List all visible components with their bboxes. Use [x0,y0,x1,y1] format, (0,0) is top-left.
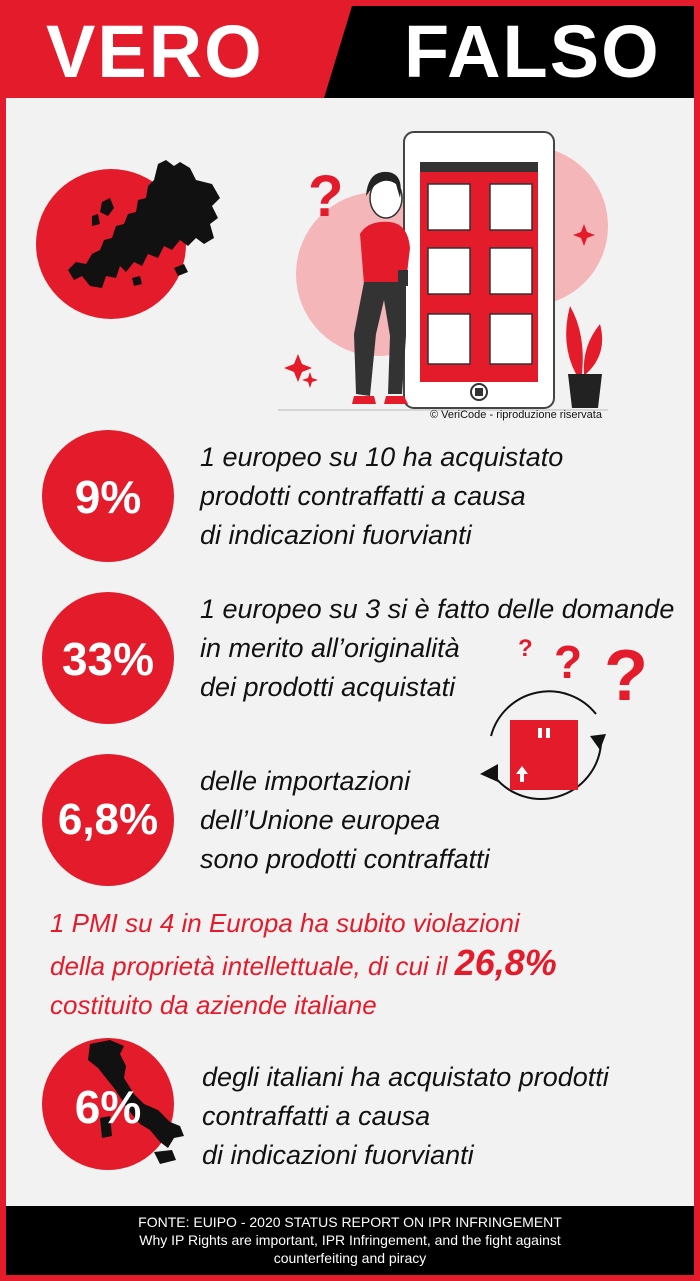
stat-circle-1 [42,430,174,562]
svg-text:?: ? [308,164,343,229]
pmi-line-3: costituito da aziende italiane [50,990,377,1020]
stat-1-line-2: prodotti contraffatti a causa [200,481,526,511]
header-falso-word: FALSO [404,10,661,93]
question-box-illustration: ? ? ? [480,635,648,800]
infographic: VERO FALSO [6,6,694,1275]
stat-2-line-3: dei prodotti acquistati [200,672,456,702]
pmi-line-2-text: della proprietà intellettuale, di cui il [50,951,455,981]
svg-text:?: ? [518,635,533,662]
stat-1-line-3: di indicazioni fuorvianti [200,520,472,550]
italy-line-2: contraffatti a causa [202,1101,431,1131]
italy-line-3: di indicazioni fuorvianti [202,1140,474,1170]
footer-line-3: counterfeiting and piracy [273,1250,427,1266]
stat-value-1: 9% [74,471,142,523]
stat-text-2: 1 europeo su 3 si è fatto delle domande … [200,590,674,707]
stat-circle-2 [42,592,174,724]
footer-line-2: Why IP Rights are important, IPR Infring… [139,1232,561,1248]
stat-2-line-1: 1 europeo su 3 si è fatto delle domande [200,594,675,624]
stat-1-line-1: 1 europeo su 10 ha acquistato [200,442,564,472]
italy-text: degli italiani ha acquistato prodotti co… [202,1058,609,1175]
pmi-statement: 1 PMI su 4 in Europa ha subito violazion… [50,904,670,1025]
svg-text:?: ? [604,636,648,716]
europe-map-icon [68,160,220,288]
stat-circle-3 [42,754,174,886]
pmi-line-1: 1 PMI su 4 in Europa ha subito violazion… [50,908,520,938]
stat-3-line-2: dell’Unione europea [200,805,441,835]
italy-value: 6% [74,1081,142,1133]
pmi-highlight-value: 26,8% [454,942,557,983]
stat-value-3: 6,8% [57,795,159,844]
header-banner: VERO FALSO [6,6,694,98]
stat-text-1: 1 europeo su 10 ha acquistato prodotti c… [200,438,563,555]
stat-text-3: delle importazioni dell’Unione europea s… [200,762,490,879]
header-vero-word: VERO [46,10,264,93]
stat-3-line-1: delle importazioni [200,766,411,796]
italy-map-icon [88,1040,184,1164]
svg-text:?: ? [554,636,582,688]
footer-line-1: FONTE: EUIPO - 2020 STATUS REPORT ON IPR… [138,1214,562,1230]
copyright-note: © VeriCode - riproduzione riservata [430,409,602,421]
shopping-illustration: ? [278,131,608,411]
source-footer: FONTE: EUIPO - 2020 STATUS REPORT ON IPR… [6,1206,694,1275]
stat-value-2: 33% [61,633,155,685]
pmi-line-2: della proprietà intellettuale, di cui il… [50,943,670,986]
italy-line-1: degli italiani ha acquistato prodotti [202,1062,609,1092]
header-black-band [324,6,694,98]
stat-2-line-2: in merito all’originalità [200,633,460,663]
stat-3-line-3: sono prodotti contraffatti [200,844,490,874]
